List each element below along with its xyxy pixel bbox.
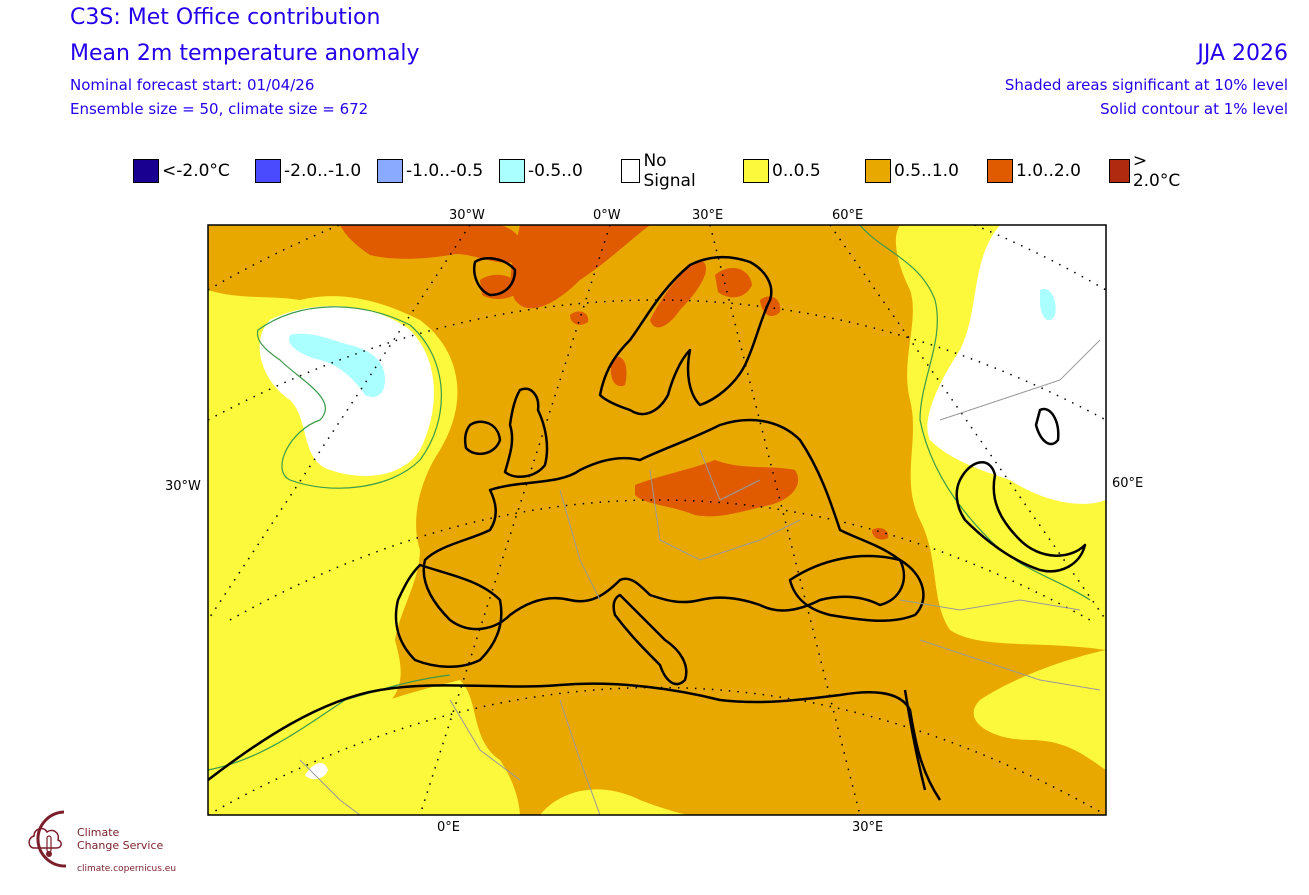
title-provider: C3S: Met Office contribution	[70, 5, 381, 30]
ensemble-size-text: Ensemble size = 50, climate size = 672	[70, 100, 369, 118]
country-border	[449, 699, 521, 781]
country-border	[939, 339, 1101, 421]
coastline-britain	[503, 387, 549, 478]
anomaly-region-high-norway-west	[610, 356, 627, 387]
country-border	[649, 469, 801, 561]
season-title: JJA 2026	[1197, 41, 1288, 66]
legend-swatch	[255, 159, 281, 183]
legend-swatch	[1109, 159, 1130, 183]
anomaly-region-high-barents	[570, 311, 589, 325]
coastline-continent	[422, 418, 906, 631]
coastline-iberia	[394, 563, 503, 668]
forecast-start-text: Nominal forecast start: 01/04/26	[70, 76, 315, 94]
coastline-gulf	[1034, 407, 1060, 446]
legend-label: > 2.0°C	[1132, 151, 1181, 191]
legend-swatch	[621, 159, 641, 183]
graticule-meridian	[419, 225, 611, 815]
legend-label: No Signal	[643, 151, 696, 191]
bottom-lon-label: 30°E	[852, 820, 883, 835]
anomaly-region-low-atlantic-south	[208, 680, 520, 815]
legend-label: -2.0..-1.0	[284, 161, 362, 181]
top-lon-label: 30°W	[449, 208, 485, 223]
logo-name-line2: Change Service	[77, 839, 164, 852]
significance-note: Shaded areas significant at 10% level	[1004, 76, 1288, 94]
anomaly-region-low-southeast	[973, 650, 1106, 770]
coastline-italy	[612, 593, 688, 686]
legend-swatch	[377, 159, 403, 183]
country-border	[919, 639, 1101, 691]
significance-contour	[256, 306, 442, 489]
legend-swatch	[743, 159, 769, 183]
anomaly-region-high-scandinavia	[650, 260, 707, 328]
graticule-parallel	[208, 686, 1106, 815]
legend-item: 0..0.5	[743, 158, 821, 184]
coastlines	[208, 255, 1087, 801]
legend-item: 0.5..1.0	[865, 158, 959, 184]
legend-label: 1.0..2.0	[1016, 161, 1081, 181]
coastline-scandinavia	[598, 255, 773, 416]
map-frame	[207, 224, 1107, 816]
coastline-red-sea	[903, 689, 927, 791]
anomaly-region-cyan-atlantic	[289, 333, 385, 397]
anomaly-region-high-iceland	[480, 274, 520, 300]
coastline-iceland	[473, 257, 517, 297]
title-variable: Mean 2m temperature anomaly	[70, 41, 420, 66]
country-border	[299, 759, 361, 815]
top-lon-label: 60°E	[832, 208, 863, 223]
left-lat-label: 30°W	[165, 479, 201, 494]
anomaly-region-high-norwegian-sea	[510, 225, 650, 309]
logo-name-line1: Climate	[77, 826, 120, 839]
legend-item: -2.0..-1.0	[255, 158, 361, 184]
anomaly-region-high-arctic	[340, 225, 524, 263]
legend-swatch	[133, 159, 159, 183]
anomaly-region-nosignal-east	[927, 225, 1106, 504]
map-field	[208, 225, 1106, 815]
anomaly-region-cyan-east	[1040, 289, 1056, 321]
legend-item: No Signal	[621, 151, 702, 191]
country-border	[559, 699, 601, 815]
legend-item: -0.5..0	[499, 158, 583, 184]
coastline-ireland	[463, 420, 502, 456]
bottom-lon-label: 0°E	[437, 820, 460, 835]
legend-label: 0..0.5	[772, 161, 821, 181]
anomaly-region-high-finland	[715, 267, 752, 298]
legend-label: 0.5..1.0	[894, 161, 959, 181]
coastline-black-sea	[788, 554, 925, 623]
legend-label: -0.5..0	[528, 161, 583, 181]
coastline-north-africa	[208, 682, 942, 801]
logo-url[interactable]: climate.copernicus.eu	[77, 864, 177, 874]
country-border	[899, 599, 1081, 611]
country-border	[699, 449, 761, 501]
legend-item: 1.0..2.0	[987, 158, 1081, 184]
coastline-caspian	[955, 461, 1087, 573]
legend-swatch	[865, 159, 891, 183]
anomaly-region-high-central-europe	[635, 460, 799, 517]
top-lon-label: 30°E	[692, 208, 723, 223]
legend-swatch	[987, 159, 1013, 183]
country-border	[559, 489, 601, 601]
country-borders	[299, 339, 1101, 815]
legend-item: <-2.0°C	[133, 158, 230, 184]
top-lon-label: 0°W	[593, 208, 621, 223]
legend-item: > 2.0°C	[1109, 151, 1185, 191]
anomaly-region-low-africa	[540, 789, 690, 815]
c3s-logo-icon	[28, 810, 67, 868]
legend-label: <-2.0°C	[162, 161, 230, 181]
anomaly-region-high-caspian	[872, 527, 889, 540]
legend-swatch	[499, 159, 525, 183]
contour-note: Solid contour at 1% level	[1100, 100, 1288, 118]
right-lat-label: 60°E	[1112, 476, 1143, 491]
legend-item: -1.0..-0.5	[377, 158, 483, 184]
legend-label: -1.0..-0.5	[406, 161, 484, 181]
anomaly-region-nosignal-africa	[305, 763, 328, 780]
